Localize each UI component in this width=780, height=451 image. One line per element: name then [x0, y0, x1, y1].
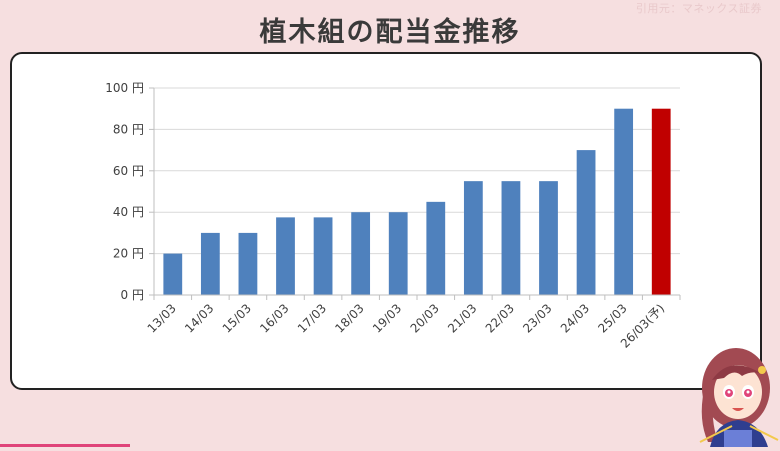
x-tick-label: 19/03	[370, 301, 404, 335]
avatar-illustration	[690, 330, 780, 447]
x-tick-label: 16/03	[257, 301, 291, 335]
source-caption: 引用元：マネックス証券	[635, 2, 762, 15]
y-tick-label: 60 円	[113, 164, 144, 178]
bar	[313, 217, 333, 295]
y-tick-label: 80 円	[113, 122, 144, 136]
bar	[163, 253, 183, 295]
dividend-bar-chart: 0 円 20 円 40 円 60 円 80 円 100 円 13/03 14/03 15/03 1…	[90, 70, 690, 380]
bar	[238, 232, 258, 295]
chart-card	[10, 52, 762, 390]
x-tick-label: 20/03	[408, 301, 442, 335]
x-tick-label: 14/03	[182, 301, 216, 335]
bar	[351, 212, 371, 295]
bar	[426, 201, 446, 295]
x-tick-label: 13/03	[145, 301, 179, 335]
y-tick-label: 20 円	[113, 247, 144, 261]
x-tick-label: 17/03	[295, 301, 329, 335]
x-tick-label: 21/03	[445, 301, 479, 335]
bottom-accent-strip	[0, 444, 130, 447]
bar	[276, 217, 295, 295]
x-tick-label: 18/03	[332, 301, 366, 335]
page-title: 植木組の配当金推移	[259, 17, 521, 48]
bar	[614, 108, 634, 295]
x-tick-label: 25/03	[595, 301, 629, 335]
y-tick-label: 100 円	[105, 81, 144, 95]
bar	[651, 108, 671, 295]
x-tick-label: 22/03	[483, 301, 517, 335]
y-tick-label: 40 円	[113, 205, 144, 219]
x-tick-label: 23/03	[520, 301, 554, 335]
bar	[200, 232, 220, 295]
x-tick-label: 15/03	[220, 301, 254, 335]
bar	[463, 181, 483, 295]
bar	[576, 150, 596, 295]
bar	[388, 212, 408, 295]
y-tick-label: 0 円	[121, 288, 144, 302]
bar	[501, 181, 521, 295]
bar	[539, 181, 558, 295]
x-tick-label: 24/03	[558, 301, 592, 335]
